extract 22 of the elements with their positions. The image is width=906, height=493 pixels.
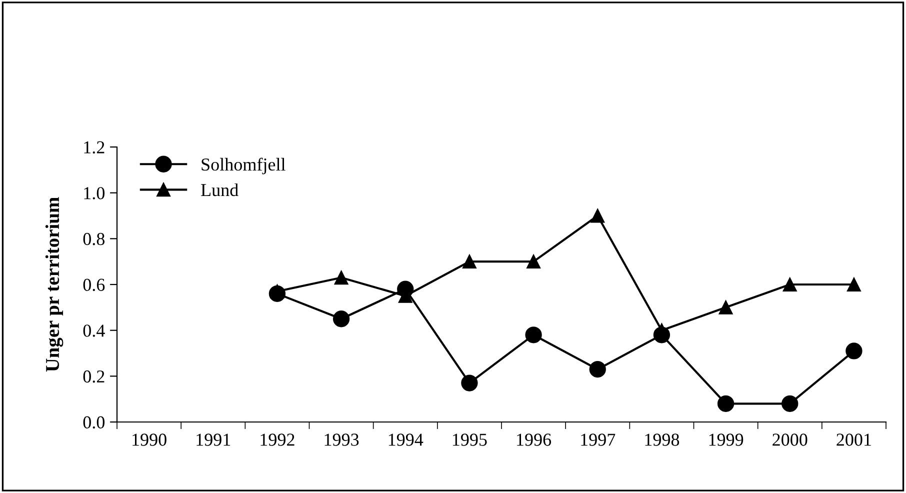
legend-label: Solhomfjell bbox=[202, 158, 286, 174]
x-tick-label: 1993 bbox=[324, 434, 359, 446]
y-tick-label: 0.6 bbox=[83, 278, 105, 292]
y-axis-title: Unger pr territorium bbox=[45, 197, 64, 372]
y-tick-label: 0.8 bbox=[83, 232, 105, 246]
y-tick-label: 0.4 bbox=[83, 324, 105, 337]
legend-label: Lund bbox=[201, 183, 238, 196]
y-tick-label: 0.2 bbox=[83, 370, 104, 383]
x-tick-label: 2001 bbox=[836, 434, 871, 446]
x-tick-label: 1999 bbox=[709, 434, 744, 446]
x-tick-label: 1997 bbox=[581, 434, 616, 446]
x-tick-label: 1996 bbox=[517, 434, 552, 446]
x-tick-label: 1995 bbox=[452, 434, 487, 446]
y-tick-label: 1.2 bbox=[84, 141, 104, 154]
x-tick-label: 2000 bbox=[772, 434, 808, 446]
y-tick-label: 1.0 bbox=[84, 187, 105, 200]
x-tick-label: 1990 bbox=[132, 434, 166, 446]
x-tick-label: 1994 bbox=[388, 434, 424, 446]
x-tick-label: 1991 bbox=[196, 434, 230, 446]
y-tick-label: 0.0 bbox=[83, 416, 105, 429]
x-tick-label: 1992 bbox=[260, 434, 294, 446]
x-tick-label: 1998 bbox=[645, 434, 680, 446]
